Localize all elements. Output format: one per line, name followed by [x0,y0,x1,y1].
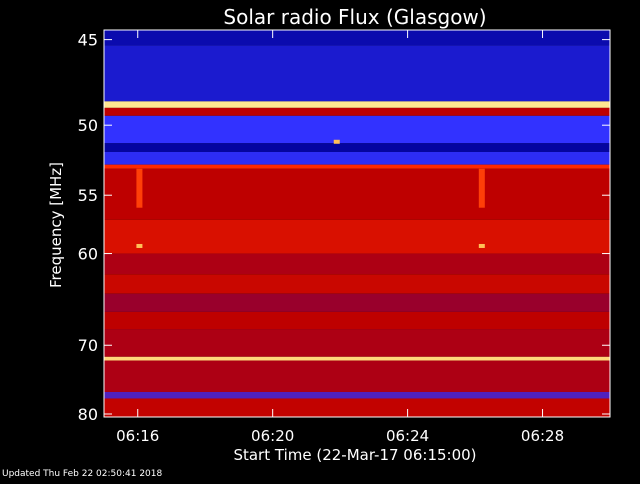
y-tick-label: 50 [78,116,98,135]
frequency-band [104,101,610,108]
frequency-band [104,398,610,417]
y-tick-label: 80 [78,405,98,424]
x-tick-label: 06:24 [386,427,429,445]
frequency-band [104,329,610,357]
y-axis-ticks: 45 50 55 60 70 80 [78,31,610,424]
y-tick-label: 60 [78,245,98,264]
x-tick-label: 06:16 [116,427,159,445]
frequency-band [104,391,610,399]
heatmap-area [104,30,610,417]
frequency-band [104,253,610,275]
frequency-band [104,293,610,312]
x-axis-label: Start Time (22-Mar-17 06:15:00) [233,446,476,464]
x-axis-ticks: 06:16 06:20 06:24 06:28 [116,30,564,445]
x-tick-label: 06:28 [521,427,564,445]
frequency-band [104,168,610,220]
frequency-band [104,143,610,152]
burst-spike [478,168,485,208]
x-tick-label: 06:20 [251,427,294,445]
frequency-band [104,356,610,361]
hot-pixel [478,243,485,248]
frequency-band [104,360,610,392]
plot-frame [103,29,611,418]
frequency-band [104,219,610,254]
y-tick-label: 45 [78,31,98,50]
axes-frame [103,29,611,418]
frequency-band [104,30,610,46]
updated-timestamp: Updated Thu Feb 22 02:50:41 2018 [2,469,163,479]
frequency-band [104,115,610,144]
chart-title: Solar radio Flux (Glasgow) [223,5,486,29]
hot-pixel [333,139,340,144]
y-tick-label: 70 [78,336,98,355]
y-axis-label: Frequency [MHz] [47,162,65,288]
frequency-band [104,151,610,165]
burst-spike [136,168,143,208]
frequency-band [104,274,610,294]
frequency-band [104,107,610,116]
frequency-band [104,45,610,102]
frequency-band [104,164,610,169]
hot-pixel [136,243,143,248]
y-tick-label: 55 [78,186,98,205]
frequency-band [104,311,610,330]
